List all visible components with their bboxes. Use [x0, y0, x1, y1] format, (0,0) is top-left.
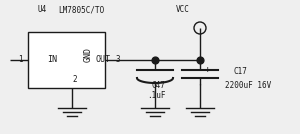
Text: OUT: OUT — [95, 55, 110, 64]
Text: LM7805C/TO: LM7805C/TO — [58, 5, 104, 14]
Text: .1uF: .1uF — [147, 92, 166, 100]
Text: C17: C17 — [233, 68, 247, 77]
Text: 2200uF 16V: 2200uF 16V — [225, 81, 271, 90]
Text: 1: 1 — [18, 55, 22, 64]
Text: U4: U4 — [38, 5, 47, 14]
Text: IN: IN — [47, 55, 57, 64]
Text: 2: 2 — [72, 75, 76, 85]
Text: 3: 3 — [115, 55, 120, 64]
Text: C47: C47 — [152, 81, 166, 90]
Text: VCC: VCC — [176, 5, 190, 14]
Text: +: + — [204, 66, 210, 75]
Bar — [28, 32, 105, 88]
Text: GND: GND — [83, 47, 92, 62]
